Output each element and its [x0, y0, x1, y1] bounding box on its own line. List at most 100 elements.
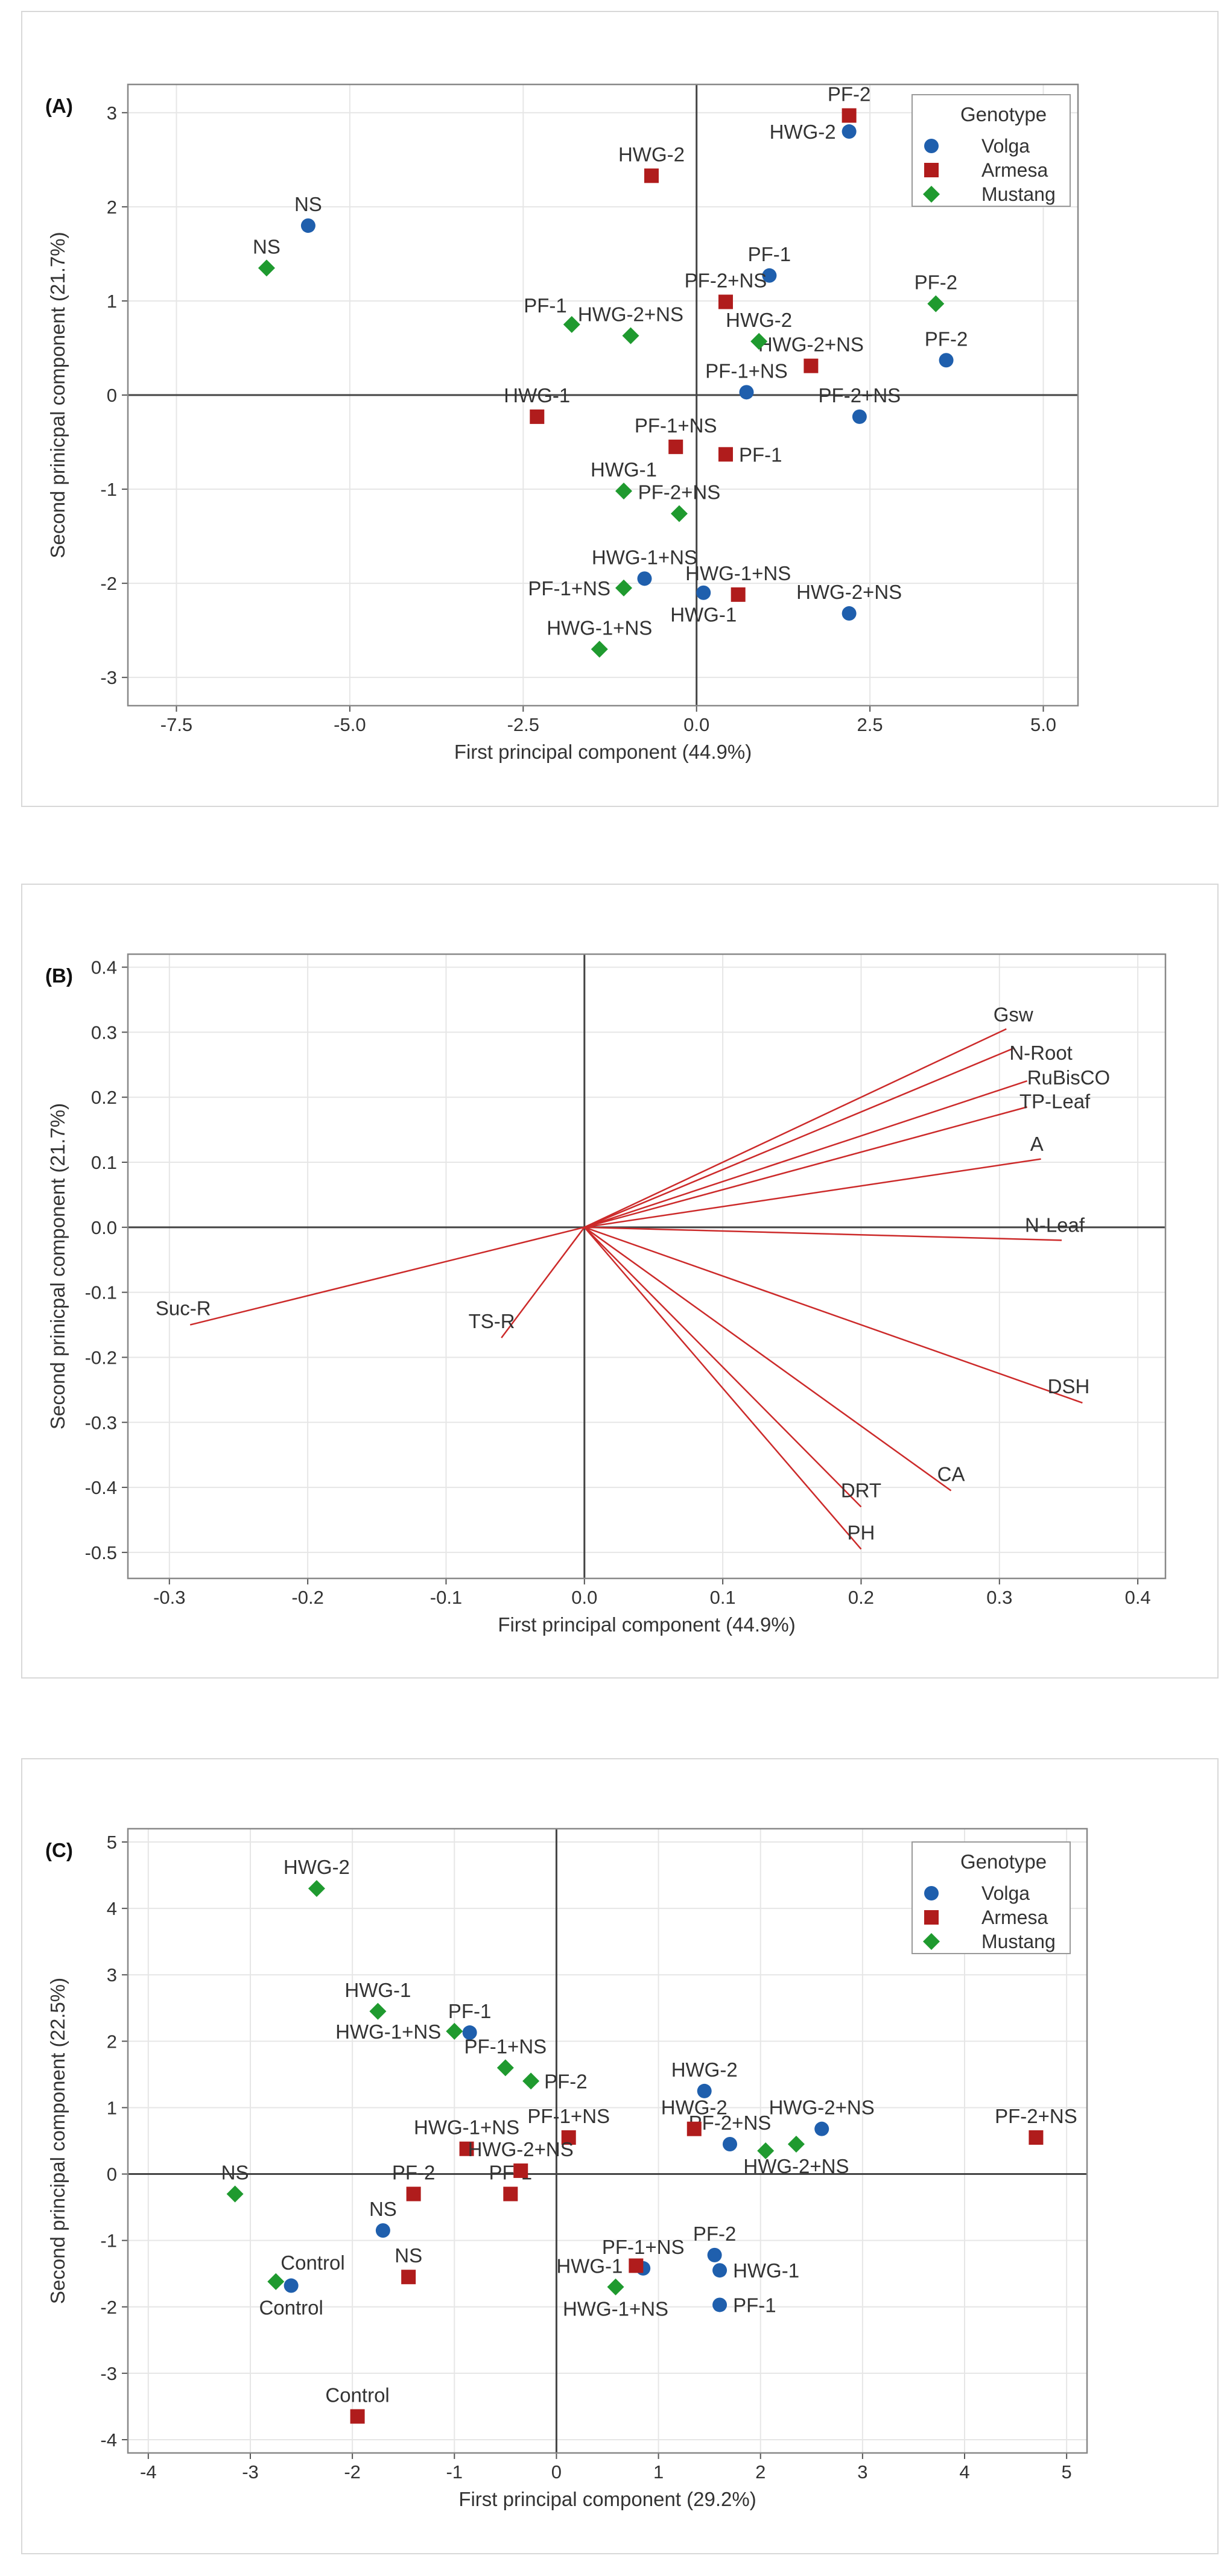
panel-b-loading-vector	[583, 1226, 862, 1508]
mustang-point	[923, 186, 940, 203]
panel-a-y-axis-title: Second prinicpal component (21.7%)	[46, 232, 69, 558]
panel-c-point-label: HWG-1	[344, 1979, 411, 2001]
volga-point	[284, 2278, 299, 2293]
panel-b-loading-label: Suc-R	[156, 1297, 211, 1320]
panel-c-point-label: HWG-1+NS	[335, 2021, 441, 2043]
armesa-point	[644, 168, 659, 183]
panel-b-loading-label: A	[1030, 1133, 1044, 1155]
panel-b-y-axis-title: Second prinicpal component (21.7%)	[46, 1103, 69, 1429]
panel-b-loading-vector	[584, 1106, 1027, 1229]
armesa-point	[513, 2163, 528, 2179]
mustang-point	[670, 505, 688, 522]
panel-c-legend-label: Mustang	[981, 1931, 1056, 1952]
panel-c-point-label: PF-2	[544, 2070, 588, 2092]
panel-c-legend-box	[911, 1841, 1071, 1954]
panel-c-point-label: Control	[325, 2384, 389, 2406]
panel-c-point-label: HWG-1+NS	[414, 2116, 519, 2139]
volga-point	[924, 139, 939, 153]
panel-a-point-label: PF-2	[915, 271, 958, 294]
panel-c-ytick-label: 0	[107, 2164, 117, 2185]
mustang-point	[615, 579, 632, 597]
panel-a-point-label: HWG-1	[591, 458, 657, 481]
panel-c-point-label: PF-1	[733, 2294, 776, 2316]
panel-a-point-label: PF-1	[739, 443, 782, 466]
panel-a-ytick-label: 1	[107, 291, 117, 312]
panel-a-plot-frame	[127, 83, 1079, 707]
panel-a-point-label: HWG-1	[670, 604, 737, 626]
panel-a-ytick-label: 3	[107, 103, 117, 124]
panel-c-y-axis-title: Second principal component (22.5%)	[46, 1978, 69, 2304]
panel-a-panel-label: (A)	[45, 95, 73, 117]
panel-b-xtick-label: 0.1	[710, 1587, 736, 1608]
mustang-point	[563, 315, 580, 333]
armesa-point	[924, 163, 939, 177]
panel-b-xtick-label: 0.3	[986, 1587, 1012, 1608]
armesa-point	[629, 2258, 644, 2273]
panel-b-loading-label: PH	[848, 1522, 875, 1544]
volga-point	[842, 606, 857, 621]
panel-b-loading-vector	[584, 1028, 1007, 1228]
mustang-point	[308, 1880, 325, 1897]
panel-b-loading-vector	[584, 1226, 952, 1492]
panel-c-ytick-label: -4	[100, 2429, 117, 2451]
panel-a-point-label: PF-1	[524, 294, 567, 317]
panel-c-point-label: HWG-2+NS	[468, 2138, 574, 2160]
panel-b-ytick-label: -0.3	[85, 1412, 117, 1433]
panel-b-loading-label: TS-R	[469, 1310, 515, 1332]
panel-c-point-label: HWG-2	[284, 1856, 350, 1878]
panel-c-ytick-label: 2	[107, 2031, 117, 2052]
panel-a-point-label: PF-1+NS	[705, 359, 788, 382]
armesa-point	[804, 358, 819, 373]
panel-c-panel-label: (C)	[45, 1839, 73, 1861]
panel-b-ytick-label: -0.1	[85, 1282, 117, 1303]
panel-c-xtick-label: -4	[140, 2461, 157, 2483]
panel-c-point-label: Control	[259, 2297, 323, 2319]
panel-c-xtick-label: 2	[755, 2461, 766, 2483]
mustang-point	[923, 1933, 940, 1950]
panel-a-point-label: NS	[253, 235, 281, 258]
panel-a-point-label: PF-2+NS	[819, 384, 901, 407]
panel-c-point-label: HWG-1+NS	[563, 2298, 668, 2320]
panel-a-point-label: PF-1+NS	[635, 414, 717, 437]
panel-c-ytick-label: 5	[107, 1832, 117, 1853]
panel-a-ytick-label: -1	[100, 479, 117, 500]
panel-c-x-axis-title: First principal component (29.2%)	[458, 2488, 756, 2510]
panel-a-x-axis-title: First principal component (44.9%)	[454, 741, 752, 763]
panel-b-xtick-label: -0.1	[430, 1587, 462, 1608]
panel-c-point-label: NS	[221, 2162, 249, 2184]
panel-b-ytick-label: 0.0	[91, 1217, 117, 1238]
panel-c-legend-label: Armesa	[981, 1907, 1048, 1928]
panel-a-point-label: HWG-1+NS	[547, 616, 652, 639]
panel-c-points: PF-1 HWG-2 HWG-2+NS PF-2+NS NS Control PF-1+NS…	[221, 1856, 1077, 2424]
armesa-point	[731, 587, 746, 602]
panel-a-point-label: PF-2+NS	[685, 270, 767, 292]
mustang-point	[496, 2059, 514, 2077]
mustang-point	[522, 2072, 540, 2090]
panel-a-xtick-label: 0.0	[683, 714, 709, 735]
volga-point	[739, 385, 754, 400]
panel-b-loading-vector	[584, 1158, 1041, 1229]
panel-c-ytick-label: -1	[100, 2230, 117, 2252]
volga-point	[814, 2121, 829, 2136]
volga-point	[842, 124, 857, 139]
mustang-point	[226, 2185, 244, 2203]
mustang-point	[258, 259, 275, 277]
panel-c-legend: Genotype Volga Armesa Mustang	[911, 1841, 1071, 1954]
panel-b-panel-label: (B)	[45, 964, 73, 987]
panel-b-x-axis-title: First principal component (44.9%)	[498, 1613, 795, 1636]
panel-c-point-label: PF-2+NS	[689, 2112, 772, 2134]
panel-b-gridlines	[128, 954, 1165, 1578]
panel-c-point-label: PF-1+NS	[602, 2236, 685, 2258]
volga-point	[939, 353, 954, 368]
volga-point	[722, 2137, 737, 2152]
panel-b-loading-vector	[584, 1226, 1062, 1241]
panel-c-point-label: HWG-2	[661, 2097, 728, 2119]
panel-a-xtick-label: -7.5	[160, 714, 192, 735]
panel-a-legend-title: Genotype	[960, 103, 1047, 125]
panel-a-xtick-label: 2.5	[857, 714, 883, 735]
panel-b-loading-label: DRT	[841, 1479, 881, 1501]
panel-a-point-label: HWG-2	[726, 309, 792, 331]
armesa-point	[924, 1910, 939, 1925]
panel-c-legend-label: Volga	[981, 1882, 1030, 1904]
volga-point	[375, 2223, 390, 2238]
